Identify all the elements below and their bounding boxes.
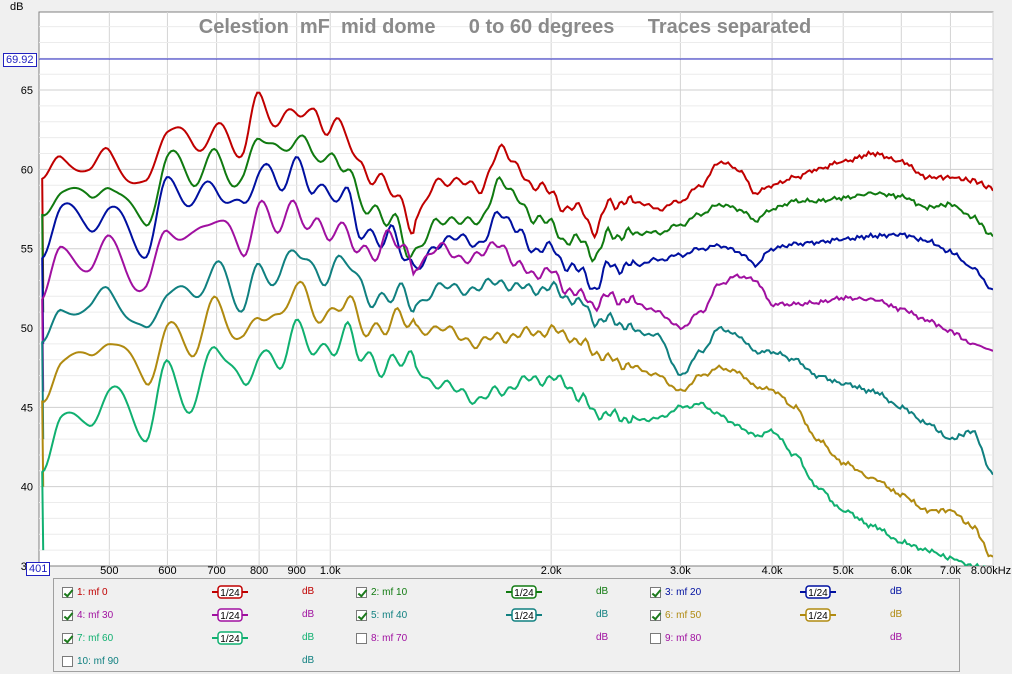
x-tick-label: 1.0k — [320, 565, 341, 577]
y-tick-label: 45 — [21, 402, 33, 414]
y-tick-label: 55 — [21, 244, 33, 256]
smoothing-button[interactable]: 1/24 — [212, 631, 248, 645]
x-tick-label: 800 — [250, 565, 268, 577]
smoothing-button[interactable]: 1/24 — [506, 608, 542, 622]
legend-checkbox[interactable] — [650, 632, 661, 644]
smoothing-label: 1/24 — [808, 611, 828, 622]
legend-unit: dB — [302, 632, 315, 643]
series-line-7 — [41, 318, 987, 566]
legend-unit: dB — [890, 609, 903, 620]
x-tick-label: 900 — [287, 565, 305, 577]
smoothing-label: 1/24 — [220, 588, 240, 599]
smoothing-button[interactable]: 1/24 — [800, 585, 836, 599]
axis-ticks: 354045505560655006007008009001.0k2.0k3.0… — [21, 85, 1011, 577]
smoothing-label: 1/24 — [220, 611, 240, 622]
x-tick-label: 600 — [158, 565, 176, 577]
chart-title: Celestion mF mid dome 0 to 60 degrees Tr… — [199, 16, 811, 38]
legend-item[interactable]: 8: mf 70 — [356, 630, 407, 646]
series-line-3 — [41, 156, 993, 344]
x-tick-label: 2.0k — [541, 565, 562, 577]
smoothing-button[interactable]: 1/24 — [506, 585, 542, 599]
legend-unit: dB — [596, 586, 609, 597]
legend-checkbox[interactable] — [62, 586, 73, 598]
legend-item[interactable]: 5: mf 40 — [356, 607, 407, 623]
x-tick-label: 5.0k — [833, 565, 854, 577]
legend-checkbox[interactable] — [650, 609, 661, 621]
x-tick-label: 8.00kHz — [971, 565, 1011, 577]
series-line-6 — [41, 280, 993, 558]
x-tick-label: 700 — [207, 565, 225, 577]
smoothing-button[interactable]: 1/24 — [212, 608, 248, 622]
legend-checkbox[interactable] — [62, 609, 73, 621]
x-tick-label: 500 — [100, 565, 118, 577]
smoothing-label: 1/24 — [808, 588, 828, 599]
cursor-y-readout: 69.92 — [3, 53, 37, 67]
y-tick-label: 40 — [21, 482, 33, 494]
legend-item[interactable]: 9: mf 80 — [650, 630, 701, 646]
legend-label: 10: mf 90 — [77, 655, 119, 667]
x-tick-label: 6.0k — [891, 565, 912, 577]
legend-unit: dB — [890, 632, 903, 643]
legend-label: 6: mf 50 — [665, 609, 702, 621]
frequency-response-chart: 354045505560655006007008009001.0k2.0k3.0… — [10, 1, 1012, 577]
smoothing-button[interactable]: 1/24 — [800, 608, 836, 622]
legend-unit: dB — [302, 586, 315, 597]
y-tick-label: 65 — [21, 85, 33, 97]
series-line-1 — [41, 91, 993, 289]
y-axis-label: dB — [10, 1, 23, 13]
legend-label: 4: mf 30 — [77, 609, 114, 621]
cursor-x-readout: 401 — [26, 562, 51, 576]
legend-checkbox[interactable] — [62, 632, 73, 644]
x-tick-label: 7.0k — [940, 565, 961, 577]
legend-label: 2: mf 10 — [371, 586, 408, 598]
legend-label: 5: mf 40 — [371, 609, 408, 621]
legend-item[interactable]: 3: mf 20 — [650, 584, 701, 600]
legend-unit: dB — [302, 655, 315, 666]
series-line-5 — [41, 249, 993, 476]
series-line-4 — [41, 199, 993, 392]
legend-label: 1: mf 0 — [77, 586, 108, 598]
legend-unit: dB — [890, 586, 903, 597]
legend-item[interactable]: 2: mf 10 — [356, 584, 407, 600]
legend-item[interactable]: 4: mf 30 — [62, 607, 113, 623]
smoothing-label: 1/24 — [514, 611, 534, 622]
legend-panel: 1: mf 0 1/24 dB 2: mf 10 1/24 dB 3: mf 20 1/24 d… — [53, 578, 960, 672]
y-tick-label: 50 — [21, 323, 33, 335]
legend-checkbox[interactable] — [356, 609, 367, 621]
legend-checkbox[interactable] — [650, 586, 661, 598]
x-tick-label: 4.0k — [762, 565, 783, 577]
legend-item[interactable]: 7: mf 60 — [62, 630, 113, 646]
series-line-2 — [41, 134, 993, 313]
legend-unit: dB — [596, 632, 609, 643]
legend-checkbox[interactable] — [62, 655, 73, 667]
legend-unit: dB — [596, 609, 609, 620]
smoothing-label: 1/24 — [514, 588, 534, 599]
legend-checkbox[interactable] — [356, 632, 367, 644]
smoothing-button[interactable]: 1/24 — [212, 585, 248, 599]
legend-item[interactable]: 6: mf 50 — [650, 607, 701, 623]
x-tick-label: 3.0k — [670, 565, 691, 577]
legend-unit: dB — [302, 609, 315, 620]
legend-label: 8: mf 70 — [371, 632, 408, 644]
plot-area[interactable] — [38, 11, 994, 567]
legend-checkbox[interactable] — [356, 586, 367, 598]
legend-label: 9: mf 80 — [665, 632, 702, 644]
legend-label: 7: mf 60 — [77, 632, 114, 644]
series-layer — [41, 91, 993, 566]
y-tick-label: 60 — [21, 164, 33, 176]
smoothing-label: 1/24 — [220, 634, 240, 645]
legend-item[interactable]: 10: mf 90 — [62, 653, 119, 669]
legend-item[interactable]: 1: mf 0 — [62, 584, 108, 600]
legend-label: 3: mf 20 — [665, 586, 702, 598]
